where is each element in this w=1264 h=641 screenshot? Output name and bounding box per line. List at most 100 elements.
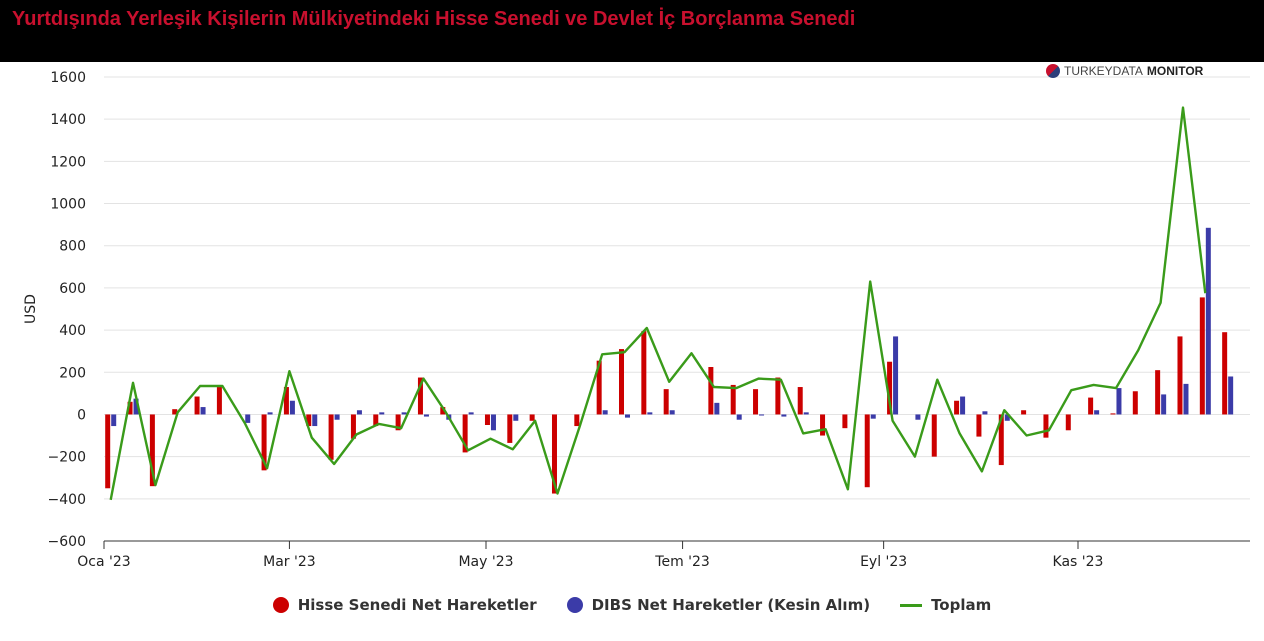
bar-equity [931,414,937,457]
bar-dibs [1205,227,1211,415]
bar-equity [574,414,580,427]
globe-icon [1046,64,1060,78]
x-tick-label: May '23 [458,554,513,570]
legend-item-equity[interactable]: Hisse Senedi Net Hareketler [272,596,537,614]
bar-dibs [289,400,295,415]
bar-dibs [245,414,251,423]
bar-dibs [982,411,988,415]
legend-dibs-label: DIBS Net Hareketler (Kesin Alım) [591,596,871,614]
bar-equity [529,414,535,421]
bar-dibs [669,410,675,415]
bar-dibs [893,336,899,415]
x-tick-label: Kas '23 [1053,554,1104,570]
title-bar: Yurtdışında Yerleşik Kişilerin Mülkiyeti… [0,0,1264,62]
logo-text-part1: TURKEYDATA [1064,64,1143,78]
bar-equity [641,331,647,415]
bar-equity [1088,397,1094,415]
bar-equity [887,361,893,415]
bar-equity [797,387,803,415]
bar-equity [216,387,222,415]
y-tick-label: 0 [77,407,86,423]
y-tick-label: 600 [59,281,86,297]
bar-equity [283,387,289,415]
chart-area: −600 −400 −200 0 200 400 600 800 1000 1200 1400 160… [23,70,1250,570]
bar-equity [417,377,423,415]
bar-equity [775,377,781,415]
bar-equity [328,414,334,460]
bar-equity [596,360,602,415]
legend-dibs-marker [566,597,583,613]
bar-equity [306,414,312,427]
bar-equity [462,414,468,453]
bar-dibs [736,414,742,420]
bar-dibs [960,396,966,415]
x-tick-label: Eyl '23 [860,554,907,570]
y-tick-label: −400 [48,492,86,508]
legend-item-dibs[interactable]: DIBS Net Hareketler (Kesin Alım) [566,596,871,614]
bar-dibs [625,414,631,418]
bar-dibs [1161,394,1167,415]
bar-dibs [781,414,787,417]
y-tick-label: 1000 [50,197,86,213]
bar-equity [1199,297,1205,415]
bar-dibs [1116,388,1122,415]
bar-dibs [379,412,385,415]
y-tick-label: −600 [48,534,86,550]
bar-dibs [915,414,921,420]
bar-equity [105,414,111,489]
legend-total-label: Toplam [931,596,992,614]
bar-equity [172,409,178,415]
bar-dibs [356,410,362,415]
bar-dibs [133,398,139,415]
bar-dibs [513,414,519,421]
bar-equity [842,414,848,429]
x-tick-label: Tem '23 [654,554,710,570]
bar-equity [1065,414,1071,431]
legend-item-total[interactable]: Toplam [900,596,991,614]
bar-equity [976,414,982,437]
y-tick-label: 400 [59,323,86,339]
bar-equity [708,367,714,415]
bar-dibs [401,412,407,415]
bar-dibs [602,410,608,415]
bar-equity [373,414,379,427]
bar-dibs [312,414,318,427]
bar-equity [820,414,826,436]
bar-equity [1021,410,1027,415]
line-total [109,106,1207,501]
bar-equity [395,414,401,431]
bar-dibs [759,414,765,416]
bar-dibs [468,412,474,415]
bar-equity [1155,370,1161,415]
bar-dibs [1183,383,1189,415]
bar-dibs [1228,376,1234,415]
y-tick-label: −200 [48,450,86,466]
bar-equity [1132,391,1138,415]
legend-equity-label: Hisse Senedi Net Hareketler [297,596,537,614]
bar-equity [1043,414,1049,438]
bar-equity [864,414,870,488]
chart-title: Yurtdışında Yerleşik Kişilerin Mülkiyeti… [12,8,856,30]
bar-equity [194,396,200,415]
bar-equity [350,414,356,439]
bar-equity [753,389,759,415]
bar-equity [1222,332,1228,415]
bar-dibs [111,414,117,427]
legend: Hisse Senedi Net Hareketler DIBS Net Har… [0,594,1264,616]
bar-equity [440,407,446,415]
logo-text-part2: MONITOR [1146,64,1204,78]
bar-equity [127,401,133,415]
bar-equity [1177,336,1183,415]
bar-dibs [647,412,653,415]
bar-dibs [267,412,273,415]
bar-dibs [803,412,809,415]
y-tick-label: 200 [59,365,86,381]
bar-dibs [334,414,340,420]
bar-equity [619,349,625,415]
bar-equity [663,389,669,415]
y-tick-label: 800 [59,239,86,255]
bar-dibs [200,407,206,415]
bar-equity [551,414,557,494]
bar-equity [954,400,960,415]
y-tick-label: 1600 [50,70,86,86]
